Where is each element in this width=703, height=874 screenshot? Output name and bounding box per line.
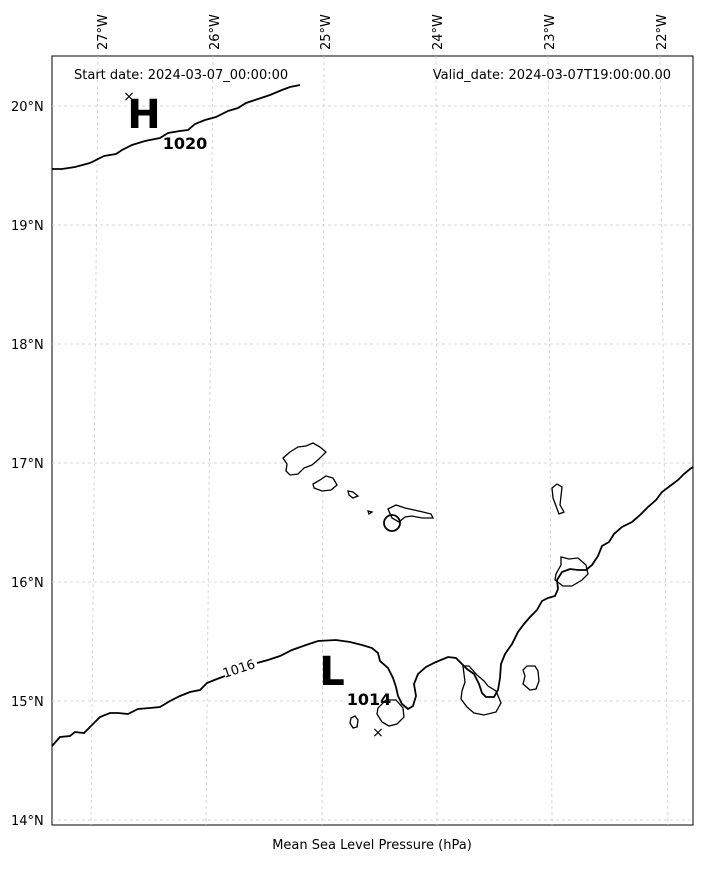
latitude-labels: 20°N 19°N 18°N 17°N 16°N 15°N 14°N	[11, 100, 44, 829]
island-fogo	[376, 699, 405, 727]
graticule	[52, 55, 693, 826]
high-value: 1020	[163, 134, 208, 153]
island-sal	[551, 483, 565, 515]
map-frame	[51, 55, 694, 826]
coastlines	[282, 442, 589, 729]
lat-label: 17°N	[11, 457, 44, 472]
low-letter: L	[319, 649, 345, 695]
lat-label: 20°N	[11, 100, 44, 115]
island-sao-nicolau	[387, 504, 435, 523]
lat-label: 15°N	[11, 695, 44, 710]
lon-label: 24°W	[431, 14, 446, 50]
start-date-label: Start date: 2024-03-07_00:00:00	[74, 68, 288, 83]
isobar-1020	[52, 84, 301, 170]
lon-label: 26°W	[208, 14, 223, 50]
lon-label: 25°W	[319, 14, 334, 50]
island-santo-antao	[282, 442, 327, 476]
low-value: 1014	[347, 690, 392, 709]
island-sao-vicente	[312, 475, 338, 492]
lat-label: 16°N	[11, 576, 44, 591]
high-pressure-center: × H 1020	[123, 89, 207, 153]
high-center-marker: ×	[123, 89, 135, 105]
island-maio	[522, 665, 540, 691]
lat-label: 14°N	[11, 814, 44, 829]
isobar-1016	[51, 466, 694, 747]
lat-label: 18°N	[11, 338, 44, 353]
lat-label: 19°N	[11, 219, 44, 234]
isobar-1016-ring	[383, 514, 401, 532]
island-raso	[367, 510, 374, 516]
longitude-labels: 27°W 26°W 25°W 24°W 23°W 22°W	[96, 14, 670, 50]
island-santa-luzia	[347, 490, 360, 499]
lon-label: 27°W	[96, 14, 111, 50]
valid-date-label: Valid_date: 2024-03-07T19:00:00.00	[433, 68, 671, 83]
low-center-marker: ×	[372, 725, 384, 741]
x-axis-label: Mean Sea Level Pressure (hPa)	[272, 838, 472, 853]
lon-label: 22°W	[655, 14, 670, 50]
lon-label: 23°W	[543, 14, 558, 50]
low-pressure-center: × L 1014	[319, 649, 391, 741]
island-brava	[349, 715, 359, 729]
high-letter: H	[127, 92, 160, 138]
